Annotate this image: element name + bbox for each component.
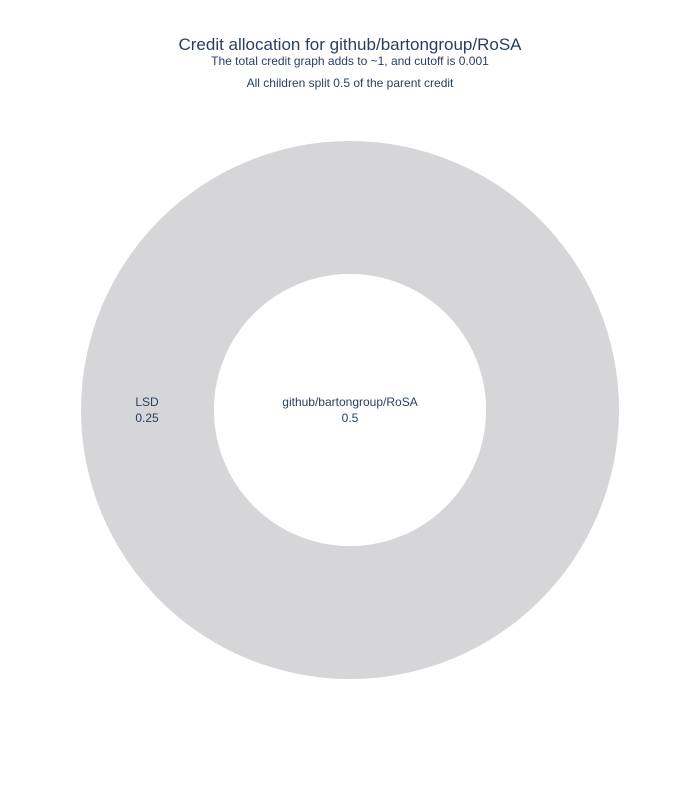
segment-label-lsd-name: LSD bbox=[135, 395, 159, 409]
sunburst-segment-lsd[interactable] bbox=[81, 141, 619, 679]
segment-value-root[interactable]: 0.5 bbox=[342, 411, 359, 425]
segment-value-lsd[interactable]: 0.25 bbox=[135, 411, 159, 425]
sunburst-segments bbox=[81, 141, 619, 679]
segment-value-root-number: 0.5 bbox=[342, 411, 359, 425]
segment-value-lsd-number: 0.25 bbox=[135, 411, 159, 425]
chart-title: Credit allocation for github/bartongroup… bbox=[178, 35, 522, 54]
segment-label-root-name: github/bartongroup/RoSA bbox=[282, 395, 417, 409]
segment-label-lsd[interactable]: LSD bbox=[135, 395, 159, 409]
segment-label-root[interactable]: github/bartongroup/RoSA bbox=[282, 395, 417, 409]
chart-subtitle-line-1: The total credit graph adds to ~1, and c… bbox=[211, 54, 489, 68]
sunburst-segment-root[interactable] bbox=[214, 274, 486, 546]
chart-subtitle-line-2: All children split 0.5 of the parent cre… bbox=[247, 76, 454, 90]
